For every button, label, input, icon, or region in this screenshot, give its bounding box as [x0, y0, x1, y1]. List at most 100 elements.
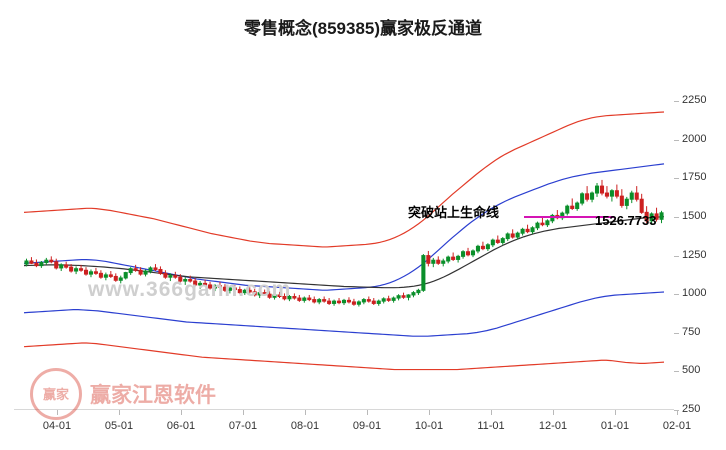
- x-axis-tickmark: [677, 410, 678, 415]
- y-axis-tick-label: 2000: [682, 132, 707, 145]
- y-axis-tickmark: [674, 371, 679, 373]
- candle-body: [530, 227, 535, 233]
- candle-body: [227, 287, 232, 291]
- candle-body: [520, 228, 525, 234]
- candle-body: [277, 294, 282, 298]
- candle-body: [252, 291, 257, 296]
- candle-body: [237, 289, 242, 294]
- candle-body: [356, 301, 361, 305]
- candle-body: [654, 213, 659, 220]
- candle-body: [232, 287, 237, 291]
- candle-body: [456, 255, 461, 260]
- seal-icon: 赢家: [30, 368, 82, 420]
- candle-body: [247, 289, 252, 293]
- candle-body: [515, 232, 520, 238]
- candle-body: [183, 279, 188, 282]
- candle-body: [495, 239, 500, 243]
- x-axis-tick-label: 11-01: [477, 420, 505, 432]
- candle-body: [302, 297, 307, 301]
- candle-body: [272, 294, 277, 298]
- candle-body: [535, 222, 540, 229]
- candle-body: [361, 299, 366, 303]
- y-axis-tickmark: [674, 255, 679, 257]
- candle-body: [465, 251, 471, 256]
- y-axis-tick-label: 1250: [682, 248, 707, 261]
- x-axis-tick-label: 10-01: [414, 420, 444, 432]
- candle-body: [639, 198, 644, 213]
- candle-body: [659, 212, 664, 220]
- candle-body: [376, 300, 381, 304]
- candle-body: [624, 198, 629, 206]
- candle-body: [163, 272, 168, 278]
- x-axis-tickmark: [491, 410, 492, 415]
- candle-body: [604, 192, 609, 197]
- x-axis-tickmark: [553, 410, 554, 415]
- candle-body: [485, 244, 490, 250]
- candle-body: [212, 285, 218, 289]
- candle-body: [292, 296, 297, 299]
- candle-body: [580, 193, 585, 204]
- plot-area: [14, 78, 674, 410]
- y-axis-tickmark: [674, 294, 679, 296]
- candle-body: [287, 296, 292, 300]
- chart-title: 零售概念(859385)赢家极反通道: [243, 19, 483, 38]
- candle-body: [461, 251, 466, 257]
- y-axis-tick-label: 1500: [682, 209, 707, 222]
- y-axis-tick-label: 500: [682, 364, 701, 377]
- candle-body: [83, 269, 89, 275]
- candle-body: [148, 267, 153, 272]
- candle-body: [123, 272, 128, 279]
- candle-body: [441, 260, 446, 264]
- candle-body: [406, 294, 411, 298]
- watermark-url: www.366gann.com: [88, 278, 292, 301]
- x-axis-tick-label: 05-01: [104, 420, 134, 432]
- candle-body: [436, 259, 441, 264]
- candle-body: [198, 282, 203, 286]
- candle-body: [173, 275, 178, 278]
- candle-body: [93, 271, 98, 274]
- y-axis-tick-label: 1750: [682, 171, 707, 184]
- candle-body: [98, 272, 103, 278]
- candle-body: [297, 297, 302, 301]
- candle-body: [168, 275, 173, 278]
- candle-body: [500, 238, 505, 243]
- y-axis-tickmark: [674, 410, 679, 411]
- candle-body: [34, 262, 39, 267]
- candle-body: [351, 301, 356, 305]
- candle-body: [153, 267, 158, 270]
- candle-body: [381, 298, 386, 302]
- candle-body: [39, 262, 44, 267]
- candle-body: [178, 276, 183, 282]
- y-axis-tick-label: 750: [682, 325, 701, 338]
- candle-body: [545, 220, 550, 226]
- candle-body: [133, 268, 138, 271]
- y-axis-tick-label: 1000: [682, 287, 707, 300]
- watermark-logo: 赢家 赢家江恩软件: [30, 368, 216, 420]
- candle-body: [24, 260, 29, 265]
- candle-body: [619, 195, 624, 206]
- candle-body: [113, 275, 118, 281]
- candle-body: [74, 268, 79, 272]
- x-axis-tickmark: [429, 410, 430, 415]
- y-axis-tick-label: 250: [682, 403, 701, 415]
- candle-body: [421, 255, 426, 291]
- candle-body: [416, 289, 421, 294]
- series-line: [23, 111, 665, 248]
- candle-body: [208, 284, 213, 289]
- candle-body: [49, 259, 54, 263]
- candle-body: [505, 233, 510, 240]
- candle-body: [282, 296, 287, 300]
- candle-body: [103, 274, 108, 278]
- x-axis-tickmark: [119, 410, 120, 415]
- candle-body: [609, 190, 614, 197]
- candle-body: [401, 295, 406, 298]
- candle-body: [203, 282, 208, 286]
- candle-body: [396, 295, 401, 299]
- candle-body: [386, 298, 391, 301]
- candle-body: [649, 213, 654, 222]
- candle-body: [585, 193, 590, 200]
- candle-body: [426, 255, 431, 264]
- candle-body: [371, 300, 376, 304]
- candle-body: [480, 245, 485, 250]
